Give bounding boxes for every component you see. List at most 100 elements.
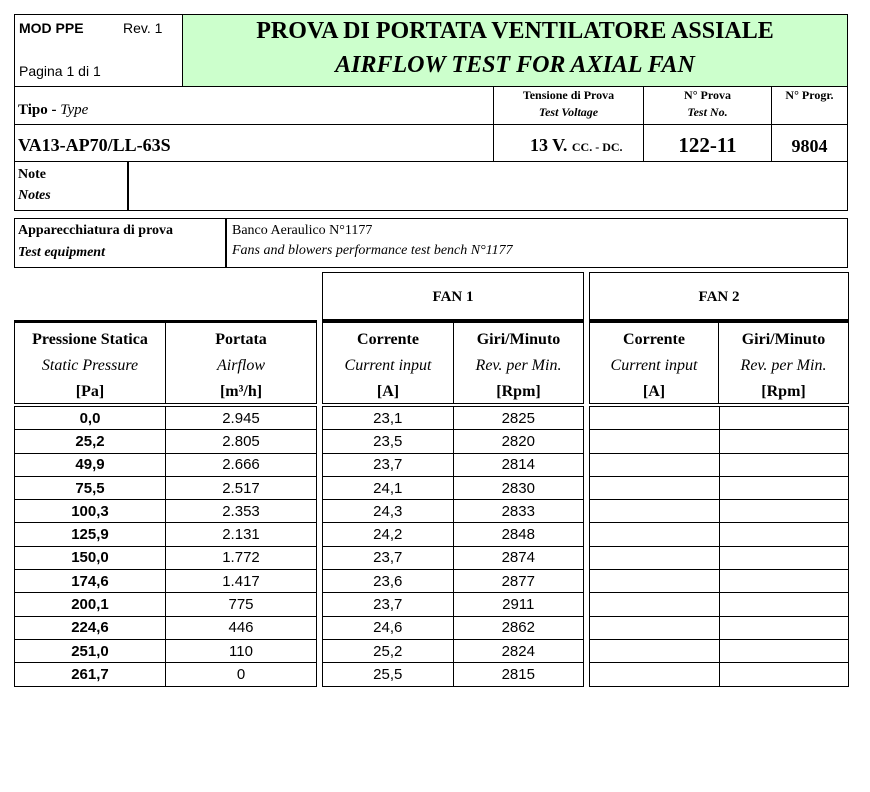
table-row: 25,5 2815: [322, 662, 584, 687]
fan2-header: FAN 2: [589, 272, 849, 320]
col-unit: [Rpm]: [761, 383, 806, 400]
page-number: Pagina 1 di 1: [19, 63, 101, 79]
cell-fan2-rpm: [718, 638, 849, 664]
cell-fan1-rpm: 2877: [452, 569, 584, 594]
cell-airflow: 2.805: [165, 429, 317, 454]
col-en: Rev. per Min.: [475, 357, 562, 374]
cell-fan1-current: 24,2: [322, 522, 454, 547]
cell-fan2-rpm: [718, 569, 849, 594]
col-unit: [Pa]: [75, 383, 105, 400]
col-unit: [A]: [376, 383, 400, 400]
cell-static-pressure: 200,1: [14, 592, 166, 617]
cell-static-pressure: 224,6: [14, 615, 166, 640]
col-en: Current input: [344, 357, 432, 374]
title-italian: PROVA DI PORTATA VENTILATORE ASSIALE: [256, 18, 774, 44]
column-header-static-pressure: Pressione Statica Static Pressure [Pa]: [14, 320, 166, 404]
cell-fan1-rpm: 2848: [452, 522, 584, 547]
cell-fan1-rpm: 2815: [452, 662, 584, 687]
data-table-pressure-airflow: 0,0 2.945 25,2 2.805 49,9 2.666 75,5 2.517 100,3…: [14, 405, 317, 687]
cell-airflow: 2.353: [165, 499, 317, 524]
progr-label: N° Progr.: [785, 88, 834, 102]
table-row: 23,6 2877: [322, 569, 584, 594]
cell-static-pressure: 125,9: [14, 522, 166, 547]
cell-fan2-current: [589, 545, 720, 571]
fan1-header: FAN 1: [322, 272, 584, 320]
table-row: 24,6 2862: [322, 615, 584, 640]
cell-fan2-current: [589, 499, 720, 524]
divider: [127, 161, 129, 211]
cell-fan1-current: 23,7: [322, 452, 454, 477]
column-header-fan2-current: Corrente Current input [A]: [589, 320, 719, 404]
col-it: Corrente: [357, 331, 419, 348]
table-row: 125,9 2.131: [14, 522, 317, 547]
cell-fan2-current: [589, 592, 720, 617]
table-row: [589, 615, 849, 640]
divider: [225, 218, 227, 268]
cell-fan1-rpm: 2833: [452, 499, 584, 524]
table-row: 224,6 446: [14, 615, 317, 640]
equipment-value-it: Banco Aeraulico N°1177: [232, 223, 373, 238]
col-it: Corrente: [623, 331, 685, 348]
cell-fan2-current: [589, 522, 720, 547]
table-row: [589, 522, 849, 547]
cell-fan1-current: 23,5: [322, 429, 454, 454]
cell-fan1-current: 24,1: [322, 475, 454, 501]
form-code: MOD PPE: [19, 20, 84, 36]
cell-airflow: 2.945: [165, 405, 317, 431]
cell-static-pressure: 75,5: [14, 475, 166, 501]
table-row: 23,5 2820: [322, 429, 584, 454]
cell-airflow: 446: [165, 615, 317, 640]
cell-airflow: 110: [165, 638, 317, 664]
cell-fan2-current: [589, 452, 720, 477]
cell-static-pressure: 261,7: [14, 662, 166, 687]
col-en: Static Pressure: [41, 357, 139, 374]
table-row: [589, 499, 849, 524]
table-row: 261,7 0: [14, 662, 317, 687]
cell-fan2-rpm: [718, 429, 849, 454]
cell-fan2-rpm: [718, 452, 849, 477]
type-label-it: Tipo: [18, 102, 48, 118]
cell-fan2-rpm: [718, 522, 849, 547]
table-row: 24,3 2833: [322, 499, 584, 524]
cell-static-pressure: 49,9: [14, 452, 166, 477]
table-row: 100,3 2.353: [14, 499, 317, 524]
cell-fan1-rpm: 2814: [452, 452, 584, 477]
voltage-unit: CC. - DC.: [571, 140, 623, 154]
col-it: Portata: [215, 331, 267, 348]
table-row: 24,2 2848: [322, 522, 584, 547]
table-row: [589, 638, 849, 664]
col-unit: [Rpm]: [496, 383, 541, 400]
col-it: Giri/Minuto: [476, 331, 561, 348]
equipment-label-en: Test equipment: [18, 245, 105, 260]
cell-static-pressure: 100,3: [14, 499, 166, 524]
table-row: 25,2 2.805: [14, 429, 317, 454]
cell-fan1-current: 23,1: [322, 405, 454, 431]
cell-static-pressure: 174,6: [14, 569, 166, 594]
col-unit: [m³/h]: [219, 383, 263, 400]
voltage-label-it: Tensione di Prova: [522, 88, 615, 102]
table-row: [589, 545, 849, 571]
table-row: 0,0 2.945: [14, 405, 317, 431]
cell-fan2-rpm: [718, 475, 849, 501]
cell-fan2-rpm: [718, 405, 849, 431]
cell-fan1-current: 25,2: [322, 638, 454, 664]
column-header-fan2-rpm: Giri/Minuto Rev. per Min. [Rpm]: [718, 320, 849, 404]
col-it: Pressione Statica: [32, 331, 148, 348]
table-row: 23,7 2874: [322, 545, 584, 571]
voltage-number: 13 V.: [530, 135, 568, 155]
cell-fan1-rpm: 2820: [452, 429, 584, 454]
table-row: [589, 452, 849, 477]
notes-row: [14, 161, 848, 211]
table-row: 23,7 2911: [322, 592, 584, 617]
cell-fan2-current: [589, 429, 720, 454]
cell-fan1-current: 23,7: [322, 545, 454, 571]
cell-airflow: 775: [165, 592, 317, 617]
data-table-fan2: [589, 405, 849, 687]
cell-fan1-current: 24,3: [322, 499, 454, 524]
table-row: [589, 475, 849, 501]
cell-fan1-rpm: 2830: [452, 475, 584, 501]
table-row: [589, 569, 849, 594]
notes-label-it: Note: [18, 167, 46, 182]
cell-fan1-rpm: 2874: [452, 545, 584, 571]
cell-fan2-rpm: [718, 592, 849, 617]
